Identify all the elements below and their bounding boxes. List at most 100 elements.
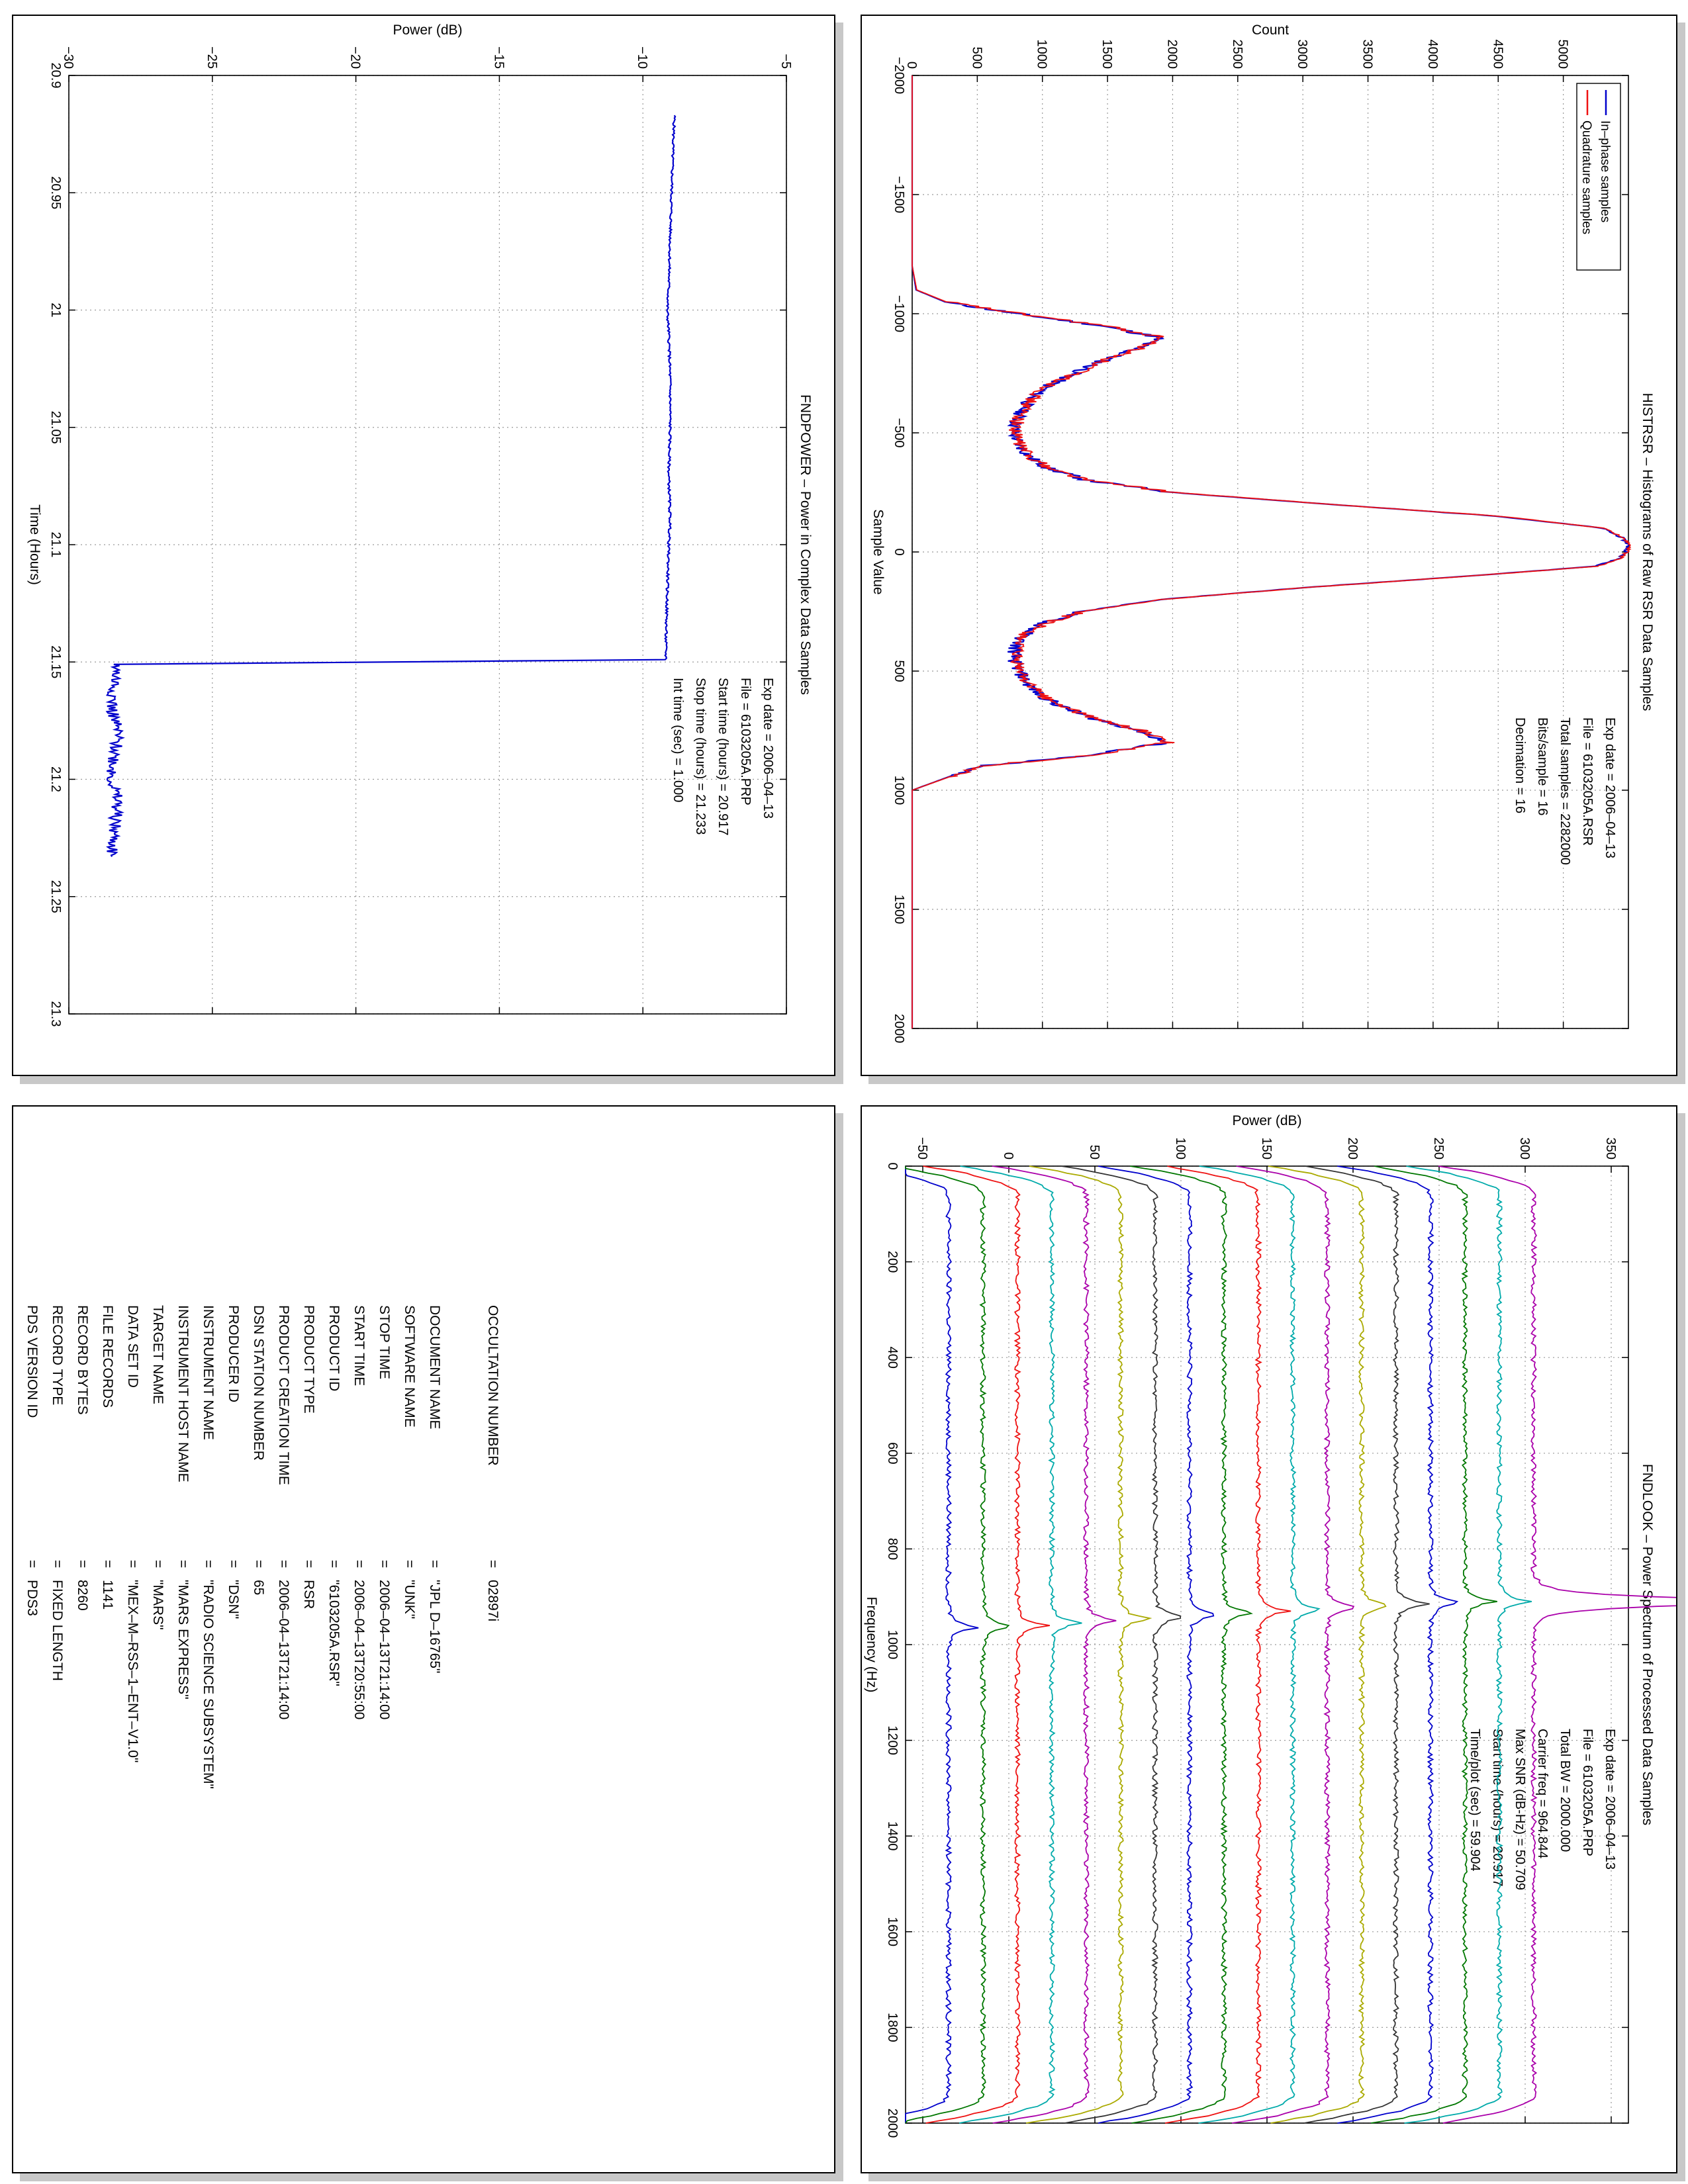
label-equals: = bbox=[201, 1560, 216, 1568]
label-value: 2006–04–13T21:14:00 bbox=[276, 1580, 291, 1719]
chart-title: FNDLOOK – Power Spectrum of Processed Da… bbox=[1640, 1464, 1655, 1825]
label-value: "UNK" bbox=[402, 1580, 417, 1619]
info-line: Time/plot (sec) = 59.904 bbox=[1468, 1729, 1482, 1871]
info-line: Carrier freq = 964.844 bbox=[1535, 1729, 1550, 1858]
info-line: Total samples = 2282000 bbox=[1558, 717, 1572, 865]
x-tick-label: 21.2 bbox=[48, 766, 63, 792]
y-axis-label: Count bbox=[1252, 23, 1289, 38]
spectrum-line-4 bbox=[959, 1165, 1082, 2124]
y-tick-label: −5 bbox=[778, 54, 793, 69]
label-value: PDS3 bbox=[24, 1580, 40, 1616]
y-tick-label: 4000 bbox=[1425, 40, 1440, 69]
label-value: "6103205A.RSR" bbox=[326, 1580, 342, 1686]
x-tick-label: 1200 bbox=[885, 1725, 900, 1755]
x-tick-label: 200 bbox=[885, 1251, 900, 1273]
power-series-line bbox=[105, 114, 677, 857]
info-line: Start time (hours) = 20.917 bbox=[1490, 1729, 1505, 1886]
y-tick-label: 350 bbox=[1603, 1138, 1618, 1160]
spectrum-line-14 bbox=[1303, 1165, 1430, 2124]
y-tick-label: 100 bbox=[1173, 1138, 1188, 1160]
label-value: "MARS" bbox=[150, 1580, 165, 1630]
label-value: "MARS EXPRESS" bbox=[175, 1580, 191, 1700]
label-key: SOFTWARE NAME bbox=[402, 1305, 417, 1428]
y-tick-label: −50 bbox=[915, 1137, 929, 1160]
chart-title: HISTRSR – Histograms of Raw RSR Data Sam… bbox=[1640, 393, 1655, 711]
spectrum-line-15 bbox=[1337, 1165, 1459, 2124]
spectrum-sheet: 0 200 400 600 800 1000 1200 1400 1600 1800 2000 −50… bbox=[861, 1105, 1677, 2173]
y-tick-label: 4500 bbox=[1490, 40, 1505, 69]
label-key: TARGET NAME bbox=[150, 1305, 165, 1404]
label-equals: = bbox=[485, 1560, 500, 1568]
info-line: File = 6103205A.PRP bbox=[738, 678, 753, 805]
label-key: PRODUCER ID bbox=[226, 1305, 241, 1402]
label-key: PDS VERSION ID bbox=[24, 1305, 40, 1418]
spectrum-line-12 bbox=[1231, 1165, 1355, 2124]
label-value: "RADIO SCIENCE SUBSYSTEM" bbox=[201, 1580, 216, 1789]
x-tick-label: 400 bbox=[885, 1347, 900, 1369]
label-value: 2006–04–13T21:14:00 bbox=[377, 1580, 392, 1719]
y-tick-label: 500 bbox=[969, 47, 984, 69]
x-tick-label: 20.95 bbox=[48, 176, 63, 209]
label-equals: = bbox=[100, 1560, 115, 1568]
label-key: INSTRUMENT NAME bbox=[201, 1305, 216, 1440]
spectrum-chart: 0200400600800100012001400160018002000−50… bbox=[864, 1113, 1676, 2138]
spectrum-line-8 bbox=[1098, 1165, 1215, 2124]
label-key: INSTRUMENT HOST NAME bbox=[175, 1305, 191, 1482]
x-tick-label: 0 bbox=[885, 1162, 900, 1169]
x-tick-label: 2000 bbox=[892, 1014, 906, 1044]
label-equals: = bbox=[125, 1560, 140, 1568]
label-key: OCCULTATION NUMBER bbox=[485, 1305, 500, 1466]
spectrum-line-2 bbox=[905, 1166, 1010, 2124]
label-key: PRODUCT TYPE bbox=[301, 1305, 316, 1414]
x-tick-label: 600 bbox=[885, 1442, 900, 1464]
histogram-chart: −2000 −1500 −1000 −500 0 500 1000 1500 2000 0 500 1… bbox=[870, 23, 1655, 1044]
x-tick-label: 21.3 bbox=[48, 1001, 63, 1027]
label-equals: = bbox=[276, 1560, 291, 1568]
spectrum-line-1 bbox=[905, 1166, 979, 2123]
label-value: "DSN" bbox=[226, 1580, 241, 1619]
label-equals: = bbox=[24, 1560, 40, 1568]
y-tick-label: 0 bbox=[1001, 1152, 1015, 1160]
spectrum-line-7 bbox=[1060, 1165, 1182, 2124]
y-tick-label: 200 bbox=[1345, 1138, 1360, 1160]
x-tick-label: −2000 bbox=[892, 57, 906, 94]
histogram-sheet: −2000 −1500 −1000 −500 0 500 1000 1500 2000 0 500 1… bbox=[861, 15, 1677, 1076]
x-tick-label: 1800 bbox=[885, 2013, 900, 2042]
info-line: Exp date = 2006–04–13 bbox=[1603, 717, 1617, 858]
label-value: "MEX–M–RSS–1–ENT–V1.0" bbox=[125, 1580, 140, 1762]
x-tick-label: −500 bbox=[892, 418, 906, 447]
label-key: FILE RECORDS bbox=[100, 1305, 115, 1408]
spectrum-line-16 bbox=[1370, 1165, 1497, 2124]
info-line: Exp date = 2006–04–13 bbox=[1603, 1729, 1617, 1870]
label-value: 02897i bbox=[485, 1580, 500, 1621]
y-tick-label: 150 bbox=[1259, 1138, 1274, 1160]
y-tick-label: 3500 bbox=[1360, 40, 1375, 69]
spectrum-line-11 bbox=[1198, 1165, 1321, 2124]
legend-label: In–phase samples bbox=[1598, 120, 1612, 222]
label-key: START TIME bbox=[352, 1305, 367, 1386]
label-value: FIXED LENGTH bbox=[50, 1580, 65, 1681]
info-line: Start time (hours) = 20.917 bbox=[716, 678, 730, 835]
spectrum-line-13 bbox=[1268, 1165, 1387, 2124]
y-tick-label: 250 bbox=[1431, 1138, 1446, 1160]
label-equals: = bbox=[75, 1560, 90, 1568]
series-line-quadrature bbox=[912, 75, 1632, 1028]
legend-label: Quadrature samples bbox=[1579, 120, 1593, 234]
pds-label-sheet: PDS VERSION ID = PDS3 RECORD TYPE = FIXED LEN… bbox=[12, 1105, 835, 2173]
y-tick-label: −20 bbox=[348, 46, 363, 69]
label-equals: = bbox=[50, 1560, 65, 1568]
label-value: 65 bbox=[251, 1580, 266, 1595]
x-tick-label: 20.9 bbox=[48, 63, 63, 89]
spectrum-line-6 bbox=[1025, 1165, 1152, 2124]
label-value: 2006–04–13T20:55:00 bbox=[352, 1580, 367, 1719]
label-key: DOCUMENT NAME bbox=[427, 1305, 442, 1429]
label-equals: = bbox=[352, 1560, 367, 1568]
info-line: Int time (sec) = 1.000 bbox=[671, 678, 685, 802]
x-tick-label: 1400 bbox=[885, 1821, 900, 1851]
label-equals: = bbox=[175, 1560, 191, 1568]
spectrum-line-3 bbox=[923, 1165, 1051, 2124]
x-tick-label: 0 bbox=[892, 548, 906, 555]
y-tick-label: 1000 bbox=[1035, 40, 1049, 69]
y-tick-label: 0 bbox=[904, 62, 919, 69]
label-equals: = bbox=[251, 1560, 266, 1568]
